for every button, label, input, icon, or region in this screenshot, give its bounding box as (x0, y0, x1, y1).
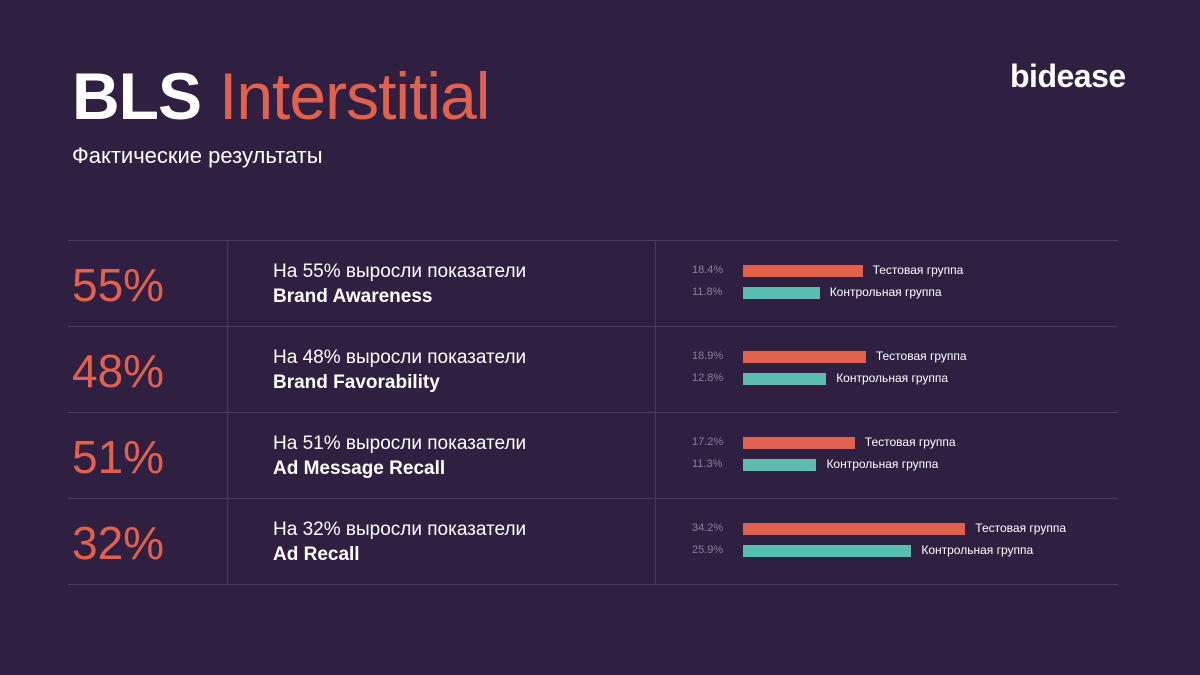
column-divider (655, 499, 656, 584)
uplift-percent: 48% (72, 345, 165, 397)
metric-name: Ad Message Recall (273, 458, 446, 479)
metric-name: Brand Favorability (273, 372, 440, 393)
uplift-text: На 48% выросли показатели (273, 347, 527, 368)
control-bar (743, 373, 827, 385)
test-group-label: Тестовая группа (864, 435, 956, 449)
result-row: 32% На 32% выросли показатели Ad Recall … (68, 499, 1118, 585)
bar-pair: 18.4% Тестовая группа 11.8% Контрольная … (668, 263, 1108, 313)
control-value-label: 11.3% (692, 458, 723, 470)
control-group-label: Контрольная группа (829, 285, 942, 299)
test-group-label: Тестовая группа (872, 263, 964, 277)
column-divider (655, 327, 656, 412)
uplift-text: На 55% выросли показатели (273, 261, 527, 282)
results-table: 55% На 55% выросли показатели Brand Awar… (68, 240, 1118, 585)
metric-description: На 55% выросли показатели Brand Awarenes… (273, 259, 526, 309)
control-value-label: 12.8% (692, 372, 724, 384)
result-row: 51% На 51% выросли показатели Ad Message… (68, 413, 1118, 499)
control-value-label: 11.8% (692, 286, 723, 298)
control-group-label: Контрольная группа (836, 371, 949, 385)
control-bar (743, 459, 817, 471)
test-bar (743, 523, 966, 535)
test-value-label: 34.2% (692, 522, 724, 534)
control-bar (743, 545, 912, 557)
test-value-label: 17.2% (692, 436, 724, 448)
column-divider (227, 327, 228, 412)
column-divider (655, 241, 656, 326)
result-row: 48% На 48% выросли показатели Brand Favo… (68, 327, 1118, 413)
column-divider (227, 413, 228, 498)
control-bar (743, 287, 820, 299)
test-group-label: Тестовая группа (875, 349, 967, 363)
page-subtitle: Фактические результаты (72, 143, 323, 168)
title-light: Interstitial (219, 59, 490, 133)
metric-description: На 51% выросли показатели Ad Message Rec… (273, 431, 526, 481)
uplift-percent: 51% (72, 431, 165, 483)
column-divider (227, 499, 228, 584)
metric-description: На 48% выросли показатели Brand Favorabi… (273, 345, 526, 395)
test-value-label: 18.4% (692, 264, 724, 276)
result-row: 55% На 55% выросли показатели Brand Awar… (68, 241, 1118, 327)
metric-name: Brand Awareness (273, 286, 433, 307)
bar-pair: 18.9% Тестовая группа 12.8% Контрольная … (668, 349, 1108, 399)
test-bar (743, 351, 866, 363)
title-bold: BLS (72, 59, 202, 133)
test-value-label: 18.9% (692, 350, 724, 362)
test-bar (743, 437, 855, 449)
uplift-text: На 51% выросли показатели (273, 433, 527, 454)
metric-name: Ad Recall (273, 544, 360, 565)
bar-pair: 34.2% Тестовая группа 25.9% Контрольная … (668, 521, 1108, 571)
uplift-text: На 32% выросли показатели (273, 519, 527, 540)
control-group-label: Контрольная группа (921, 543, 1034, 557)
test-group-label: Тестовая группа (975, 521, 1066, 535)
control-value-label: 25.9% (692, 544, 724, 556)
test-bar (743, 265, 863, 277)
metric-description: На 32% выросли показатели Ad Recall (273, 517, 526, 567)
page-title: BLS Interstitial (72, 56, 490, 136)
bar-pair: 17.2% Тестовая группа 11.3% Контрольная … (668, 435, 1108, 485)
bidease-logo: bidease (1010, 58, 1126, 94)
column-divider (227, 241, 228, 326)
uplift-percent: 32% (72, 517, 165, 569)
column-divider (655, 413, 656, 498)
control-group-label: Контрольная группа (826, 457, 939, 471)
uplift-percent: 55% (72, 259, 165, 311)
